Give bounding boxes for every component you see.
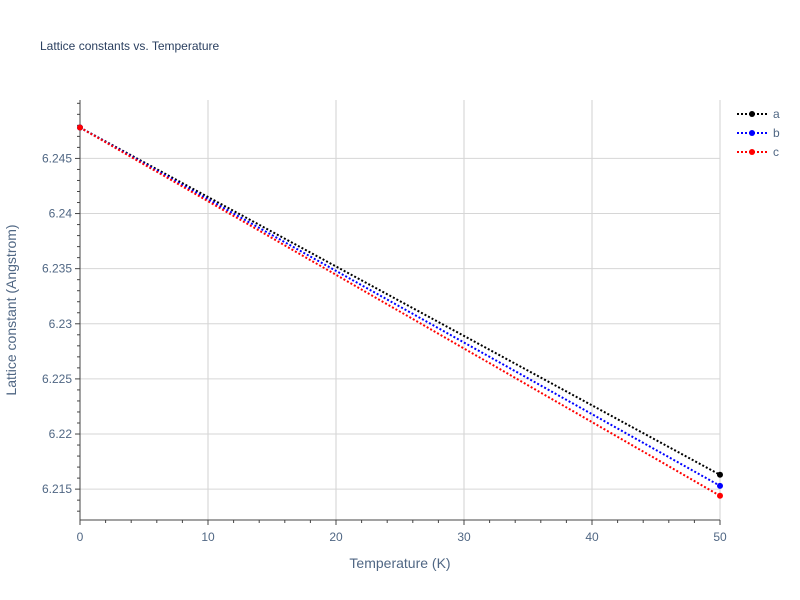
x-tick-label: 0 <box>77 530 84 544</box>
y-tick-label: 6.22 <box>49 427 73 441</box>
data-point-b <box>717 482 723 489</box>
legend-item-b[interactable]: b <box>737 126 780 140</box>
legend-label-a: a <box>773 107 780 121</box>
grid-lines <box>80 100 721 520</box>
x-tick-label: 40 <box>585 530 599 544</box>
legend-marker-a <box>749 111 755 117</box>
y-tick-label: 6.215 <box>42 482 72 496</box>
data-point-c <box>717 492 723 499</box>
legend-item-c[interactable]: c <box>737 145 779 159</box>
legend-marker-b <box>749 130 755 136</box>
series-c <box>77 124 723 499</box>
legend-label-c: c <box>773 145 779 159</box>
legend-item-a[interactable]: a <box>737 107 780 121</box>
data-point-c <box>77 124 83 131</box>
axes <box>75 100 721 525</box>
chart-title: Lattice constants vs. Temperature <box>40 39 220 53</box>
series-line-a <box>79 126 721 476</box>
y-tick-label: 6.245 <box>42 151 72 165</box>
y-axis-title: Lattice constant (Angstrom) <box>3 224 19 395</box>
y-tick-label: 6.24 <box>49 207 73 221</box>
data-point-a <box>717 471 723 478</box>
x-axis-title: Temperature (K) <box>349 555 450 571</box>
x-tick-label: 50 <box>713 530 727 544</box>
x-tick-label: 20 <box>329 530 343 544</box>
y-tick-label: 6.235 <box>42 262 72 276</box>
series-line-c <box>79 126 721 497</box>
y-tick-label: 6.23 <box>49 317 73 331</box>
x-tick-label: 10 <box>201 530 215 544</box>
tick-labels: 0 10 20 30 40 50 6.215 6.22 6.225 6.23 6.235 6.24 6.… <box>42 151 727 544</box>
x-tick-label: 30 <box>457 530 471 544</box>
data-series <box>77 124 723 499</box>
legend[interactable]: abc <box>737 107 780 159</box>
legend-label-b: b <box>773 126 780 140</box>
legend-marker-c <box>749 149 755 155</box>
y-tick-label: 6.225 <box>42 372 72 386</box>
